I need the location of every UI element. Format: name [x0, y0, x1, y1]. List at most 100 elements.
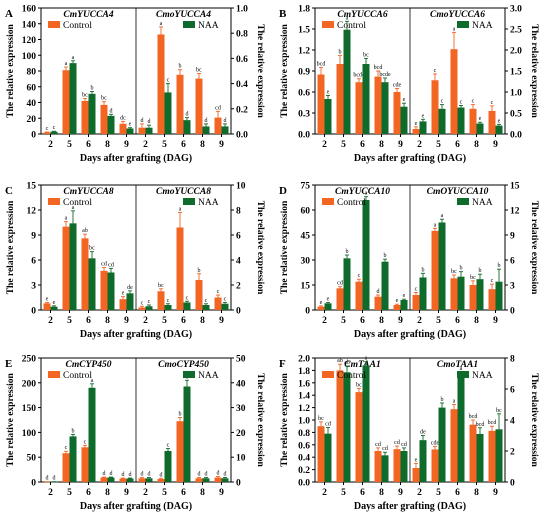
panel-label: E — [5, 358, 12, 370]
bar-naa-right — [183, 302, 191, 310]
bar-naa-left — [400, 451, 408, 482]
significance-letter: bc — [470, 275, 476, 281]
xtick-label: 5 — [67, 316, 72, 326]
xtick-label: 2 — [143, 316, 148, 326]
bar-naa-right — [457, 107, 465, 134]
bar-naa-left — [381, 261, 389, 310]
x-axis-title: Days after grafting (DAG) — [80, 501, 192, 512]
xtick-label: 8 — [474, 140, 479, 150]
xtick-label: 2 — [417, 316, 422, 326]
xtick-label: 9 — [398, 316, 403, 326]
ytick-label-left: 0.6 — [298, 89, 310, 99]
significance-letter: bc — [363, 52, 369, 58]
ytick-label-left: 3 — [31, 282, 36, 292]
ytick-label-left: 80 — [27, 68, 37, 78]
bar-control-right — [431, 449, 439, 482]
bar-control-right — [450, 49, 458, 134]
bar-naa-right — [145, 306, 153, 310]
bar-control-right — [195, 78, 203, 134]
significance-letter: bc — [82, 93, 88, 99]
significance-letter: c — [167, 443, 170, 449]
ytick-label-left: 15 — [27, 182, 37, 192]
xtick-label: 5 — [341, 488, 346, 498]
xtick-label: 8 — [105, 140, 110, 150]
legend-swatch-control — [322, 198, 334, 205]
bar-naa-left — [400, 106, 408, 134]
y-axis-title-left: The relative expression — [6, 200, 16, 294]
xtick-label: 5 — [436, 140, 441, 150]
ytick-label-right: 0 — [236, 479, 241, 489]
bar-control-right — [450, 278, 458, 310]
significance-letter: c — [53, 125, 56, 131]
bar-control-left — [100, 477, 108, 482]
gene-title-right: CmoCYP450 — [158, 360, 209, 370]
significance-letter: e — [327, 90, 330, 96]
bar-control-right — [176, 227, 184, 310]
ytick-label-left: 0.0 — [298, 479, 310, 489]
ytick-label-left: 200 — [22, 379, 37, 389]
chart-panel-E: E CmCYP450 CmoCYP4500501001502002500102030… — [5, 355, 265, 513]
bar-naa-left — [362, 365, 370, 482]
ytick-label-left: 20 — [27, 115, 37, 125]
ytick-label-left: 1.8 — [298, 367, 310, 377]
significance-letter: dc — [120, 115, 126, 121]
significance-letter: d — [224, 118, 227, 124]
significance-letter: bc — [496, 408, 502, 414]
x-axis-title: Days after grafting (DAG) — [354, 153, 466, 164]
xtick-label: 5 — [67, 488, 72, 498]
significance-letter: cd — [382, 446, 388, 452]
bar-naa-right — [183, 386, 191, 482]
bar-control-left — [355, 82, 363, 134]
ytick-label-right: 4 — [236, 257, 241, 267]
ytick-label-right: 6 — [510, 257, 515, 267]
bar-control-left — [336, 64, 344, 134]
ytick-label-left: 1.6 — [298, 379, 310, 389]
legend-label-control: Control — [63, 371, 92, 381]
xtick-label: 2 — [417, 140, 422, 150]
xtick-label: 2 — [143, 488, 148, 498]
bar-control-left — [355, 281, 363, 310]
significance-letter: a — [365, 191, 368, 197]
significance-letter: de — [127, 285, 133, 291]
significance-letter: c — [415, 287, 418, 293]
significance-letter: d — [160, 472, 163, 478]
ytick-label-left: 75 — [301, 182, 311, 192]
ytick-label-left: 0 — [31, 131, 36, 141]
xtick-label: 6 — [181, 488, 186, 498]
bar-control-left — [374, 76, 382, 134]
xtick-label: 9 — [398, 140, 403, 150]
legend-label-naa: NAA — [198, 21, 219, 31]
ytick-label-right: 2 — [510, 448, 515, 458]
significance-letter: bcd — [469, 414, 478, 420]
bar-naa-left — [343, 372, 351, 482]
xtick-label: 5 — [162, 316, 167, 326]
bar-naa-right — [457, 376, 465, 482]
significance-letter: bcd — [488, 420, 497, 426]
legend-swatch-naa — [183, 21, 195, 28]
xtick-label: 8 — [105, 316, 110, 326]
significance-letter: e — [122, 291, 125, 297]
xtick-label: 6 — [360, 488, 365, 498]
significance-letter: d — [141, 118, 144, 124]
ytick-label-right: 3 — [510, 282, 515, 292]
significance-letter: c — [65, 445, 68, 451]
legend-swatch-naa — [457, 21, 469, 28]
bar-naa-left — [69, 63, 77, 134]
bar-naa-left — [88, 93, 96, 134]
bar-naa-right — [476, 279, 484, 310]
ytick-label-left: 15 — [301, 282, 311, 292]
gene-title-right: CmoYUCCA6 — [430, 10, 485, 20]
significance-letter: cd — [337, 281, 343, 287]
xtick-label: 9 — [398, 488, 403, 498]
significance-letter: c — [224, 297, 227, 303]
xtick-label: 9 — [493, 316, 498, 326]
significance-letter: cd — [375, 442, 381, 448]
gene-title-right: CmoYUCCA4 — [156, 10, 211, 20]
ytick-label-right: 8 — [510, 355, 515, 365]
ytick-label-right: 1.0 — [510, 89, 522, 99]
significance-letter: b — [460, 266, 463, 272]
ytick-label-right: 2.5 — [510, 26, 522, 36]
bar-naa-right — [145, 478, 153, 482]
ytick-label-right: 6 — [236, 232, 241, 242]
